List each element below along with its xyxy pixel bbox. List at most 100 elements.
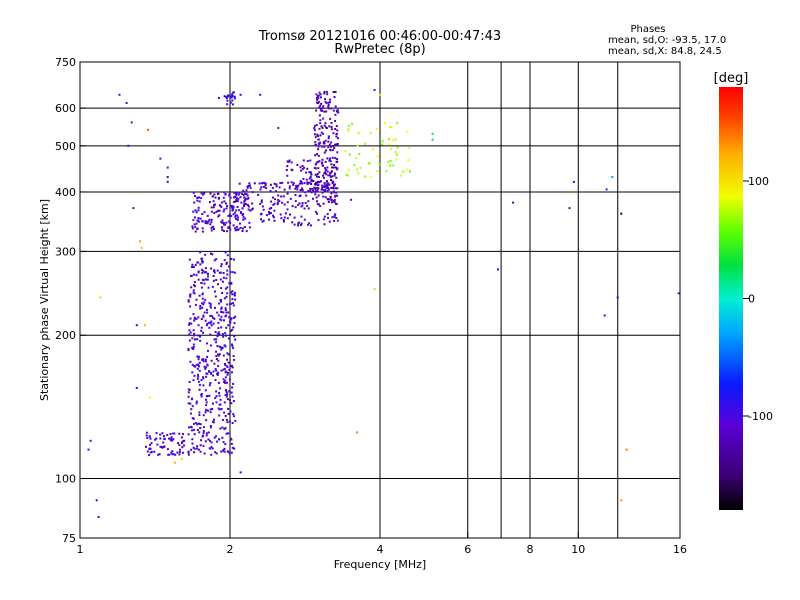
data-point [316,180,319,183]
data-point [217,359,220,362]
data-point [271,196,274,199]
data-point [215,350,217,353]
data-point [616,296,619,299]
data-point [234,419,237,422]
data-point [210,210,213,213]
data-point [220,310,223,313]
data-point [209,425,212,427]
data-point [217,371,220,374]
data-point [313,133,316,136]
data-point [235,194,238,197]
data-point [316,96,318,99]
data-point [302,159,305,162]
data-point [209,382,212,384]
colorbar-tick-label: 0 [748,293,755,306]
data-point [222,378,225,381]
data-point [225,381,228,384]
data-point [200,268,203,271]
data-point [228,220,231,223]
data-point [281,181,284,184]
data-point [275,185,278,188]
y-tick-label: 750 [55,56,76,69]
data-point [224,223,227,226]
data-point [317,148,320,151]
data-point [204,411,207,414]
data-point [329,209,332,211]
data-point [334,172,336,175]
data-point [192,348,195,350]
data-point [289,197,292,200]
data-point [205,271,207,274]
data-point [198,388,201,391]
data-point [211,285,214,288]
data-point [375,127,378,130]
data-point [334,157,337,160]
data-point [202,358,205,361]
data-point [226,292,229,295]
data-point [333,191,335,194]
data-point [208,302,211,305]
data-point [206,214,209,217]
data-point [210,252,212,255]
data-point [212,316,214,319]
data-point [368,162,371,165]
data-point [323,215,326,218]
data-point [260,201,263,204]
data-point [188,258,191,261]
data-point [285,169,288,171]
data-point [229,271,232,274]
data-point [226,352,229,355]
data-point [215,341,218,344]
data-point [225,207,228,210]
data-point [155,432,158,435]
data-point [205,220,208,223]
data-point [331,170,333,173]
data-point [286,208,289,211]
y-tick-label: 200 [55,329,76,342]
data-point [195,222,198,225]
data-point [283,203,286,206]
data-point [314,190,317,193]
data-point [235,192,238,195]
data-point [217,97,220,99]
data-point [512,201,515,204]
data-point [194,285,197,288]
data-point [223,95,226,98]
data-point [310,224,312,227]
data-point [230,317,233,320]
data-point [283,188,286,191]
data-point [233,293,236,296]
data-point [235,198,238,201]
data-point [191,438,194,441]
data-point [603,314,606,317]
data-point [293,223,296,226]
data-point [335,202,337,205]
data-point [308,171,311,174]
data-point [224,193,227,196]
data-point [320,162,323,165]
data-point [317,176,320,178]
data-point [205,375,208,378]
data-point [332,132,335,135]
data-point [296,164,299,166]
data-point [189,293,192,296]
data-point [217,331,220,334]
data-point [193,284,195,287]
data-point [268,207,271,210]
data-point [287,160,290,163]
data-point [199,217,202,220]
data-point [272,216,275,219]
data-point [300,181,303,183]
data-point [321,107,324,110]
data-point [198,365,200,368]
data-point [178,444,181,447]
data-point [333,96,336,98]
data-point [203,211,206,214]
data-point [213,269,216,272]
data-point [383,122,386,125]
data-point [209,439,211,442]
data-point [330,163,333,166]
data-point [331,149,334,152]
data-point [394,138,397,141]
data-point [290,161,293,164]
